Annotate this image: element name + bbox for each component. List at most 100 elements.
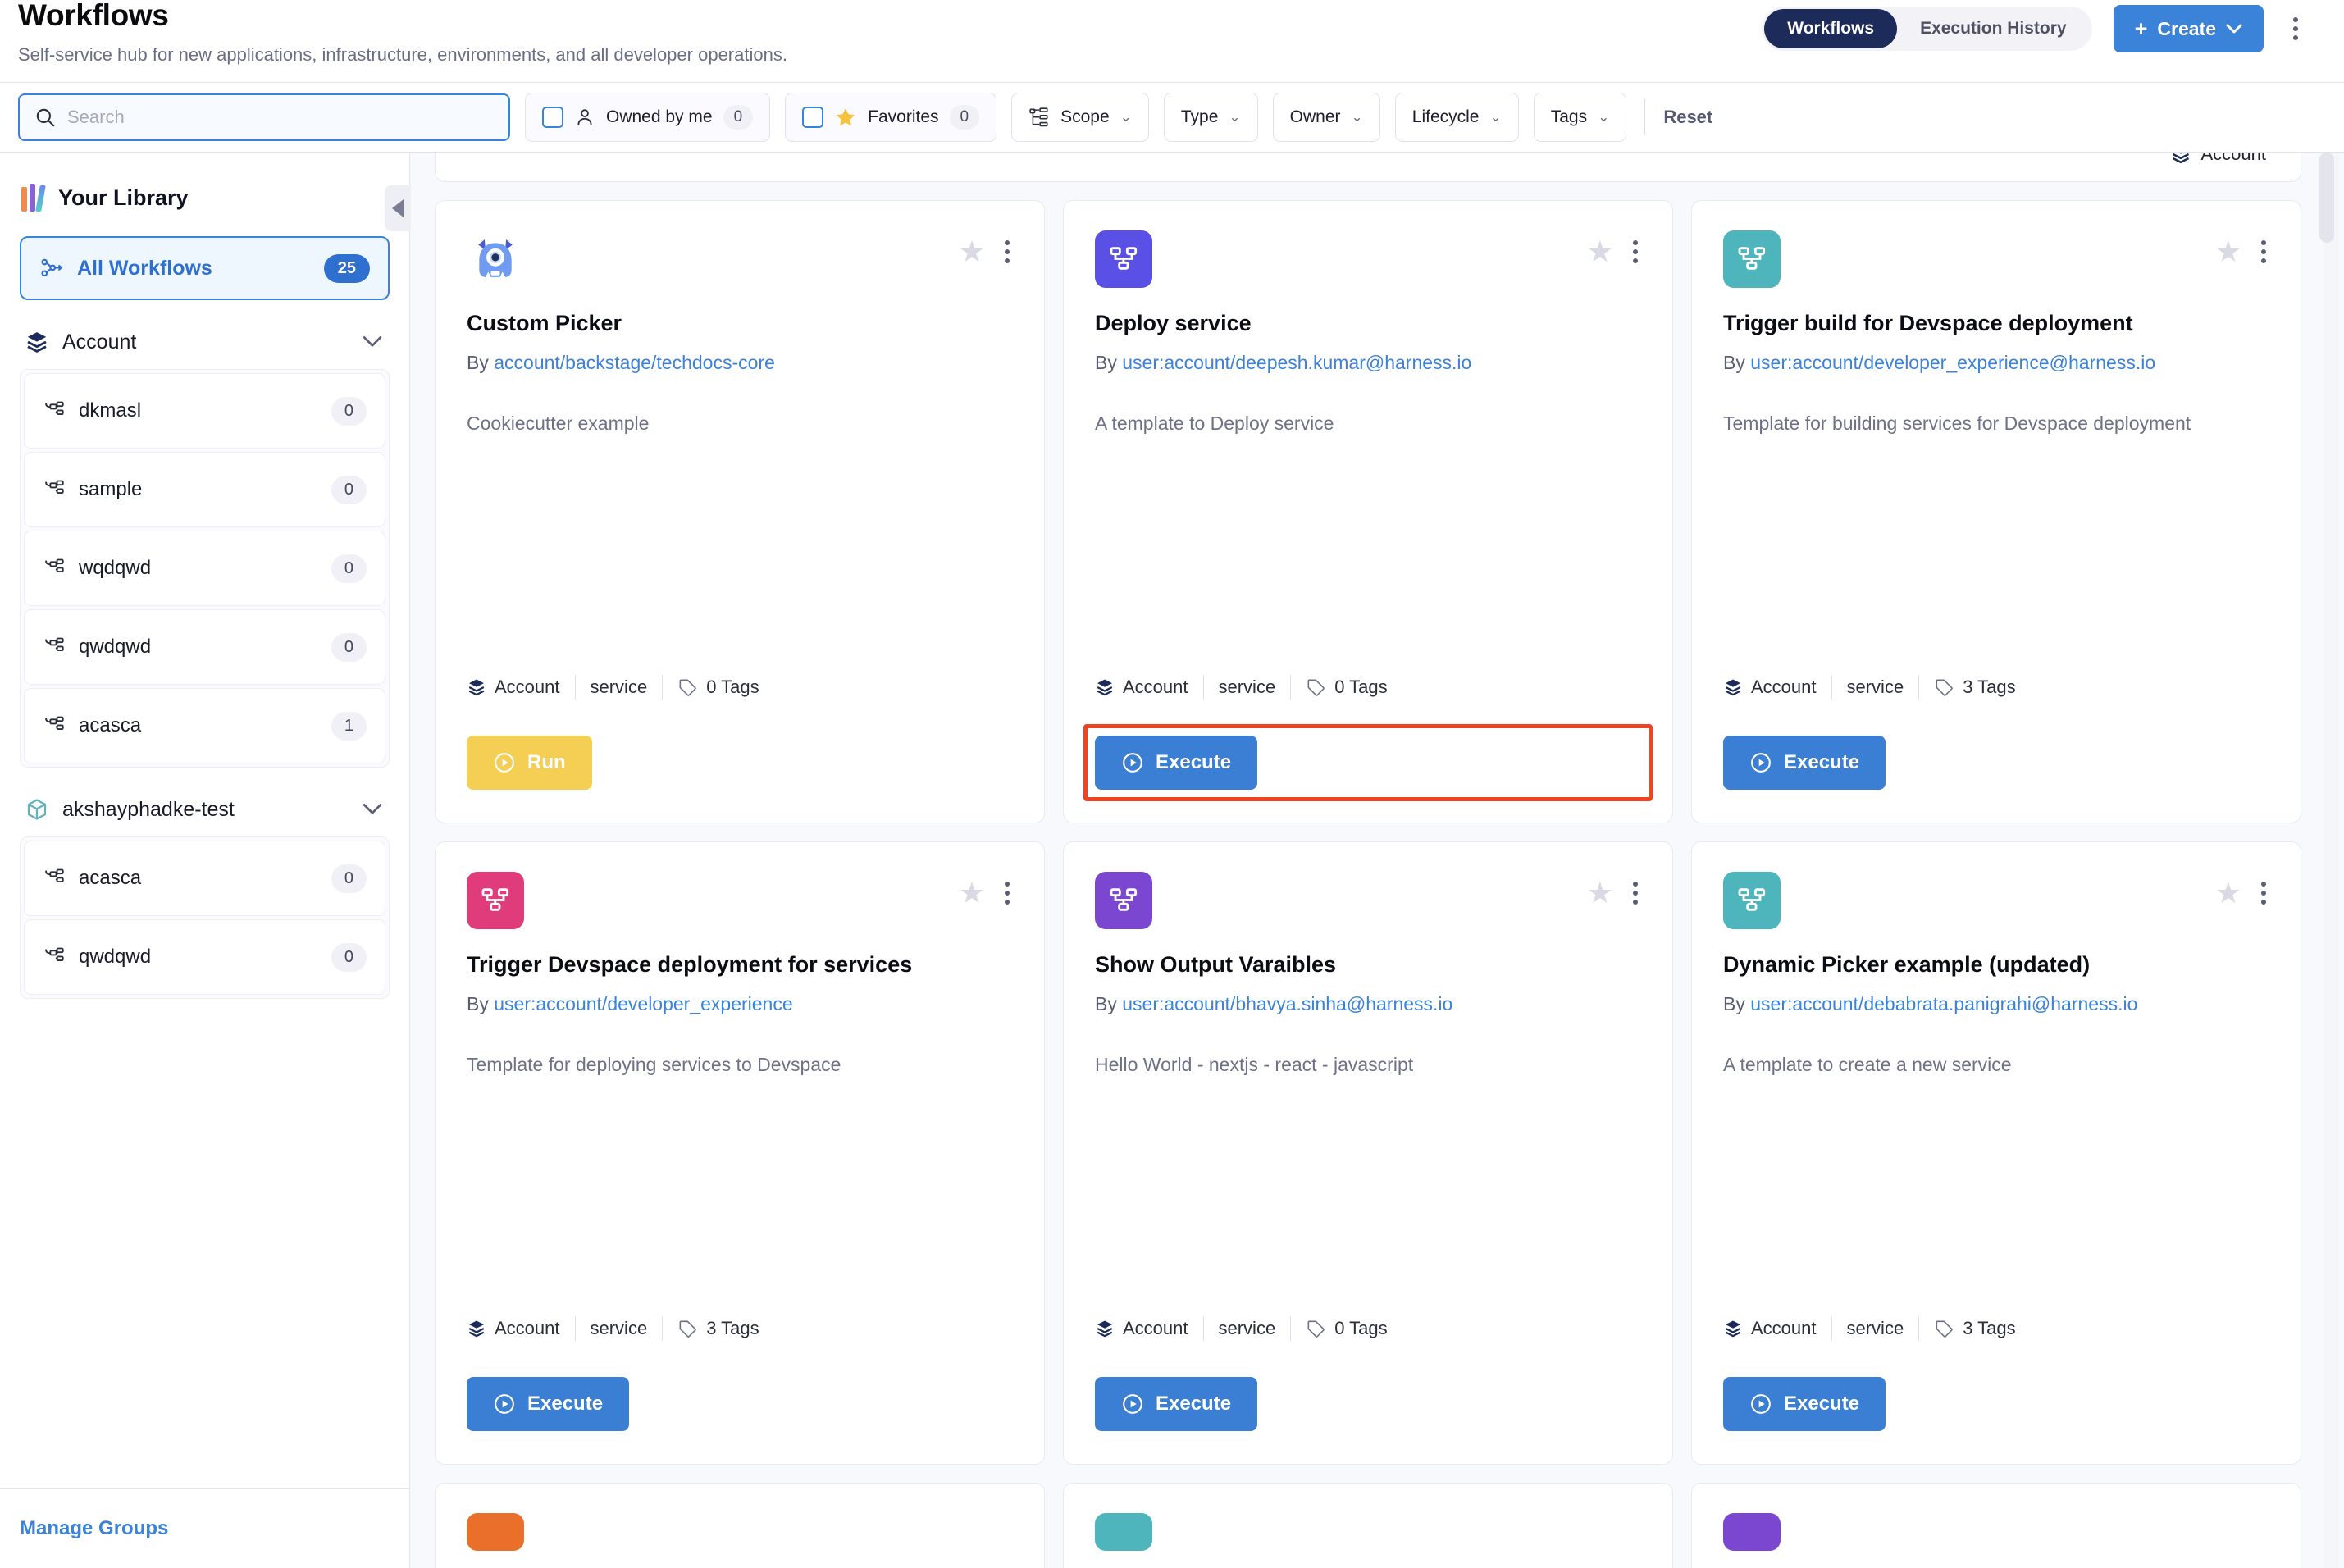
workflow-node-icon xyxy=(45,401,64,416)
workflow-tile-icon xyxy=(467,872,524,929)
card-scope: Account xyxy=(1095,677,1188,698)
card-title: Trigger build for Devspace deployment xyxy=(1723,311,2133,335)
workflow-card[interactable]: ★ Deploy service By user:account/deepesh… xyxy=(1063,200,1673,823)
manage-groups-link[interactable]: Manage Groups xyxy=(20,1517,169,1539)
sidebar-item-all-workflows[interactable]: All Workflows 25 xyxy=(20,236,390,300)
workflow-tile-icon xyxy=(1095,872,1152,929)
favorite-star-icon[interactable]: ★ xyxy=(958,235,985,268)
chevron-down-icon: ⌄ xyxy=(1489,109,1502,125)
workflow-card[interactable]: ★ Trigger build for Devspace deployment … xyxy=(1691,200,2301,823)
favorite-star-icon[interactable]: ★ xyxy=(2214,235,2241,268)
owned-by-me-checkbox[interactable] xyxy=(542,107,563,128)
layers-icon xyxy=(2172,153,2189,164)
workflow-card[interactable]: ★ Dynamic Picker example (updated) By us… xyxy=(1691,841,2301,1465)
sidebar-item-qwdqwd-2[interactable]: qwdqwd 0 xyxy=(24,919,385,995)
reset-filters-link[interactable]: Reset xyxy=(1663,107,1713,127)
card-header: ★ xyxy=(1095,230,1641,288)
all-workflows-count: 25 xyxy=(323,253,370,283)
workflow-node-icon xyxy=(45,558,64,573)
content-scrollbar-track[interactable] xyxy=(2319,153,2339,1568)
filter-tags[interactable]: Tags ⌄ xyxy=(1533,93,1627,142)
sidebar-group-header-account[interactable]: Account xyxy=(20,300,390,369)
workflow-card-partial[interactable] xyxy=(1691,1483,2301,1568)
favorite-star-icon[interactable]: ★ xyxy=(2214,876,2241,909)
filter-owner[interactable]: Owner ⌄ xyxy=(1272,93,1380,142)
layers-icon xyxy=(1097,679,1113,696)
execute-button-label: Execute xyxy=(527,1393,604,1415)
workflow-card[interactable]: ★ Show Output Varaibles By user:account/… xyxy=(1063,841,1673,1465)
execute-button[interactable]: Execute xyxy=(1095,1377,1258,1431)
favorites-checkbox[interactable] xyxy=(802,107,824,128)
favorite-star-icon[interactable]: ★ xyxy=(958,876,985,909)
tab-execution-history[interactable]: Execution History xyxy=(1920,19,2067,38)
filter-favorites[interactable]: Favorites 0 xyxy=(785,93,997,142)
chevron-down-icon[interactable] xyxy=(362,803,383,816)
execute-button-label: Execute xyxy=(1156,751,1232,773)
page-more-menu-button[interactable] xyxy=(2285,7,2306,51)
card-actions: ★ xyxy=(959,230,1013,267)
card-owner-link[interactable]: user:account/debabrata.panigrahi@harness… xyxy=(1750,993,2138,1014)
card-tags-label: 3 Tags xyxy=(706,1318,759,1338)
card-owner-link[interactable]: user:account/developer_experience@harnes… xyxy=(1750,352,2156,373)
card-more-menu-button[interactable] xyxy=(2258,237,2269,267)
search-box[interactable] xyxy=(18,93,510,141)
content-scrollbar-thumb[interactable] xyxy=(2319,153,2334,243)
divider xyxy=(1202,675,1204,700)
card-scope: Account xyxy=(467,677,560,698)
execute-button[interactable]: Execute xyxy=(1723,736,1886,790)
execute-button[interactable]: Execute xyxy=(467,1377,630,1431)
card-more-menu-button[interactable] xyxy=(2258,878,2269,908)
favorite-star-icon[interactable]: ★ xyxy=(1586,235,1613,268)
filter-scope[interactable]: Scope ⌄ xyxy=(1011,93,1149,142)
sidebar-item-acasca-2[interactable]: acasca 0 xyxy=(24,841,385,916)
card-title: Custom Picker xyxy=(467,311,622,335)
sidebar-item-dkmasl[interactable]: dkmasl 0 xyxy=(24,373,385,449)
card-action-wrap: Execute xyxy=(1723,736,2269,790)
card-more-menu-button[interactable] xyxy=(1001,237,1013,267)
card-more-menu-button[interactable] xyxy=(1630,878,1641,908)
filter-type[interactable]: Type ⌄ xyxy=(1163,93,1258,142)
sidebar-footer: Manage Groups xyxy=(0,1488,409,1568)
card-owner-link[interactable]: user:account/bhavya.sinha@harness.io xyxy=(1122,993,1453,1014)
sidebar-item-acasca[interactable]: acasca 1 xyxy=(24,688,385,763)
card-owner-link[interactable]: user:account/deepesh.kumar@harness.io xyxy=(1122,352,1472,373)
sidebar-collapse-button[interactable] xyxy=(385,185,411,231)
sidebar-item-wqdqwd[interactable]: wqdqwd 0 xyxy=(24,531,385,606)
card-owner-link[interactable]: user:account/developer_experience xyxy=(494,993,793,1014)
kebab-dot xyxy=(2293,26,2298,31)
execute-button[interactable]: Execute xyxy=(1095,736,1258,790)
card-by-prefix: By xyxy=(1095,352,1123,373)
sidebar-item-qwdqwd[interactable]: qwdqwd 0 xyxy=(24,609,385,685)
sidebar-nav: All Workflows 25 Account xyxy=(0,236,409,1488)
card-more-menu-button[interactable] xyxy=(1630,237,1641,267)
sidebar-item-sample[interactable]: sample 0 xyxy=(24,452,385,527)
tab-workflows[interactable]: Workflows xyxy=(1764,9,1898,48)
workflow-card-partial[interactable] xyxy=(1063,1483,1673,1568)
search-input[interactable] xyxy=(67,107,494,128)
card-more-menu-button[interactable] xyxy=(1001,878,1013,908)
workflow-card-partial-top[interactable]: Account xyxy=(435,153,2301,182)
card-scope-label: Account xyxy=(495,1318,560,1338)
card-description: Cookiecutter example xyxy=(467,413,650,434)
favorite-star-icon[interactable]: ★ xyxy=(1586,876,1613,909)
workflow-card[interactable]: ★ Custom Picker By account/backstage/tec… xyxy=(435,200,1045,823)
card-meta: Account xyxy=(2170,153,2266,165)
chevron-down-icon[interactable] xyxy=(362,335,383,349)
create-button[interactable]: + Create xyxy=(2113,5,2264,52)
sidebar-group-header-akshayphadke-test[interactable]: akshayphadke-test xyxy=(20,768,390,836)
workflow-tile-icon xyxy=(1723,1513,1781,1551)
card-description: Template for building services for Devsp… xyxy=(1723,413,2191,434)
execute-button[interactable]: Execute xyxy=(1723,1377,1886,1431)
filter-owned-by-me[interactable]: Owned by me 0 xyxy=(525,93,771,142)
chevron-down-icon: ⌄ xyxy=(1351,109,1363,125)
card-owner: By user:account/deepesh.kumar@harness.io xyxy=(1095,350,1641,376)
sidebar: Your Library All Workflows 25 xyxy=(0,153,411,1568)
filter-lifecycle[interactable]: Lifecycle ⌄ xyxy=(1394,93,1519,142)
divider xyxy=(662,1316,664,1341)
card-scope: Account xyxy=(467,1318,560,1339)
run-button[interactable]: Run xyxy=(467,736,592,790)
card-owner-link[interactable]: account/backstage/techdocs-core xyxy=(494,352,775,373)
sidebar-group-name: akshayphadke-test xyxy=(62,797,235,821)
workflow-card-partial[interactable] xyxy=(435,1483,1045,1568)
workflow-card[interactable]: ★ Trigger Devspace deployment for servic… xyxy=(435,841,1045,1465)
